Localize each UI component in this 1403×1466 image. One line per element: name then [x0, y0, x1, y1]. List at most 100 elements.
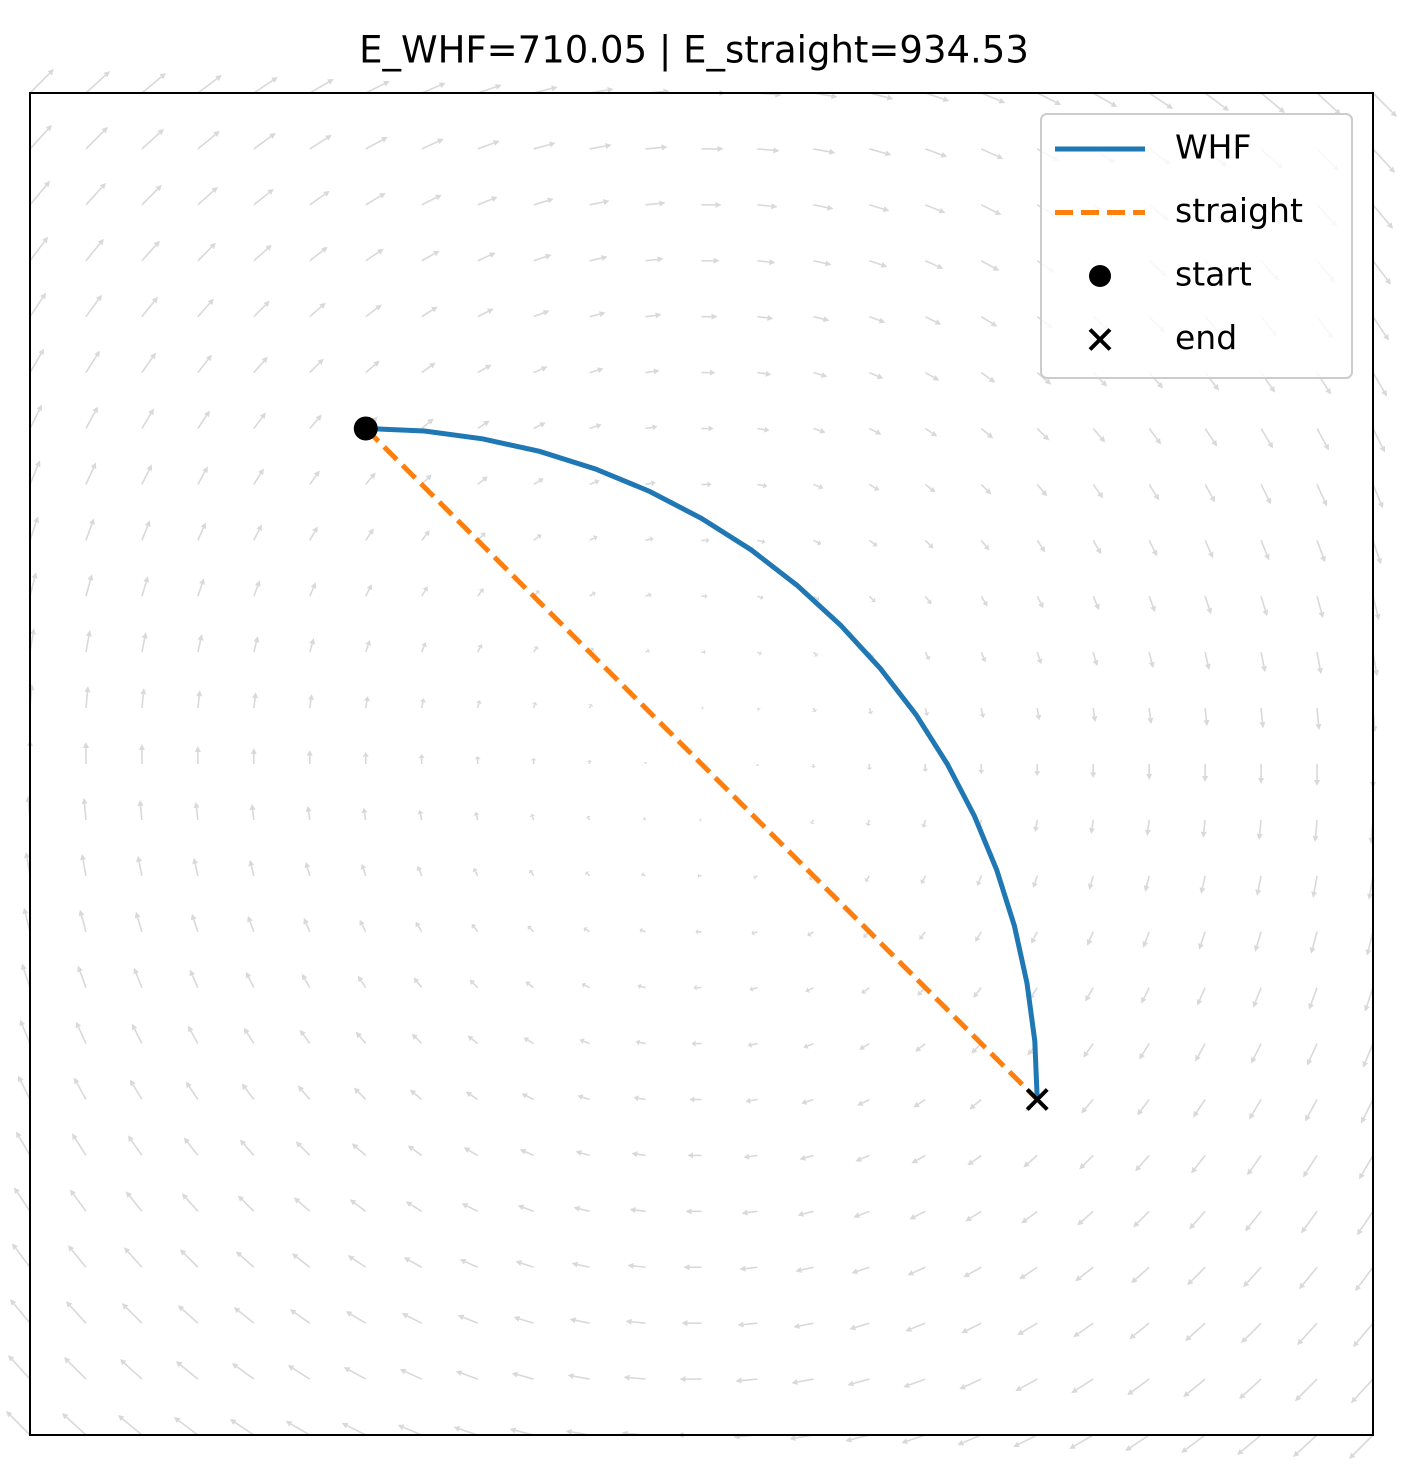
quiver-arrow [1181, 1434, 1206, 1453]
quiver-arrow [859, 1042, 870, 1050]
quiver-arrow [571, 1261, 590, 1269]
quiver-shaft [813, 427, 821, 432]
quiver-arrow [472, 867, 479, 877]
quiver-shaft [83, 803, 87, 820]
quiver-arrow [365, 136, 388, 150]
quiver-arrow [197, 578, 205, 597]
quiver-head [256, 524, 262, 532]
quiver-head [287, 1365, 295, 1371]
quiver-head [84, 686, 91, 693]
quiver-head [845, 1436, 852, 1443]
quiver-shaft [136, 917, 143, 932]
quiver-head [922, 768, 929, 772]
quiver-shaft [526, 1095, 534, 1101]
quiver-shaft [804, 1154, 814, 1159]
quiver-shaft [1296, 1434, 1318, 1454]
quiver-shaft [197, 583, 203, 597]
quiver-head [866, 767, 873, 770]
quiver-head [764, 426, 770, 433]
quiver-head [1259, 721, 1266, 729]
quiver-arrow [645, 368, 660, 375]
quiver-head [771, 203, 778, 210]
quiver-head [901, 1438, 908, 1444]
quiver-arrow [29, 180, 50, 206]
quiver-shaft [1027, 1154, 1038, 1165]
quiver-arrow [1247, 1154, 1262, 1176]
quiver-head [129, 1079, 136, 1087]
quiver-head [882, 206, 890, 212]
quiver-head [607, 87, 614, 93]
quiver-head [239, 1139, 247, 1146]
quiver-arrow [645, 200, 666, 207]
quiver-head [1385, 278, 1391, 285]
quiver-head [1245, 1224, 1252, 1232]
quiver-shaft [350, 1313, 367, 1324]
quiver-arrow [757, 538, 766, 545]
quiver-head [310, 582, 317, 589]
quiver-head [493, 140, 500, 146]
quiver-shaft [917, 1098, 926, 1105]
quiver-arrow [1146, 764, 1153, 780]
quiver-shaft [1298, 1378, 1318, 1398]
quiver-arrow [813, 315, 830, 323]
quiver-head [849, 1324, 856, 1331]
quiver-arrow [253, 636, 260, 653]
quiver-shaft [253, 360, 265, 374]
quiver-head [193, 801, 200, 809]
quiver-shaft [141, 300, 155, 318]
quiver-head [237, 1195, 245, 1202]
quiver-head [1303, 1170, 1309, 1178]
quiver-shaft [188, 1086, 199, 1100]
quiver-shaft [477, 590, 482, 597]
quiver-head [1033, 826, 1040, 832]
quiver-shaft [533, 424, 542, 430]
quiver-arrow [1189, 1210, 1206, 1230]
quiver-head [31, 572, 38, 579]
quiver-head [229, 1419, 237, 1425]
quiver-arrow [1036, 539, 1046, 553]
quiver-shaft [462, 1316, 478, 1324]
quiver-shaft [253, 304, 267, 318]
quiver-head [1367, 893, 1373, 900]
quiver-shaft [1082, 1154, 1094, 1166]
quiver-arrow [141, 352, 156, 374]
quiver-arrow [1372, 484, 1384, 509]
quiver-shaft [197, 695, 201, 709]
quiver-arrow [252, 692, 259, 709]
quiver-shaft [19, 1080, 31, 1100]
quiver-head [285, 1421, 293, 1427]
quiver-arrow [961, 1322, 982, 1334]
quiver-head [215, 75, 222, 81]
quiver-head [1204, 663, 1211, 671]
quiver-arrow [1036, 595, 1044, 609]
quiver-arrow [309, 526, 318, 541]
quiver-head [695, 928, 698, 935]
quiver-shaft [85, 411, 96, 429]
quiver-shaft [477, 423, 486, 430]
quiver-shaft [980, 707, 984, 715]
quiver-arrow [980, 315, 998, 327]
quiver-arrow [237, 1195, 255, 1212]
quiver-shaft [589, 369, 599, 374]
quiver-head [355, 1031, 362, 1039]
quiver-arrow [1139, 1043, 1150, 1060]
quiver-arrow [476, 644, 483, 653]
quiver-head [80, 853, 86, 861]
quiver-head [873, 485, 880, 491]
quiver-shaft [85, 635, 90, 653]
quiver-shaft [1372, 540, 1380, 559]
quiver-head [341, 1423, 349, 1429]
quiver-head [1202, 776, 1209, 782]
quiver-head [299, 1029, 306, 1037]
quiver-head [1386, 222, 1393, 229]
quiver-head [1207, 551, 1214, 559]
quiver-head [884, 150, 892, 157]
quiver-head [703, 649, 706, 656]
quiver-arrow [959, 1378, 982, 1390]
quiver-arrow [757, 594, 764, 601]
quiver-head [538, 478, 544, 484]
quiver-shaft [980, 595, 986, 603]
quiver-shaft [197, 302, 211, 318]
quiver-arrow [911, 1154, 926, 1164]
quiver-arrow [477, 588, 484, 597]
